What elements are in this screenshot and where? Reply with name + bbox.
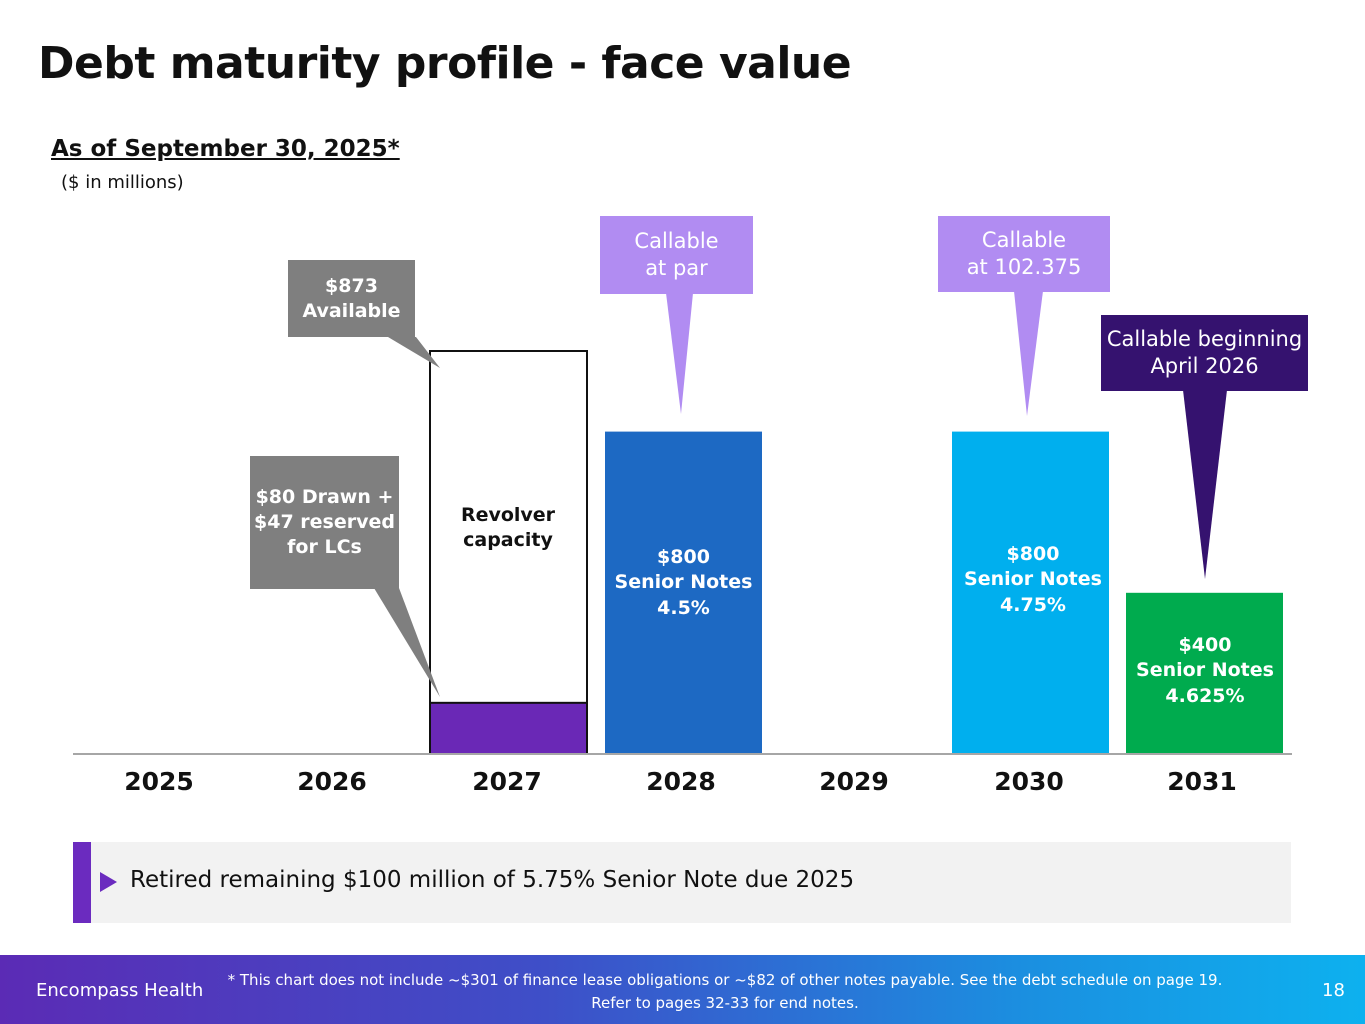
callout-callable-2030-line2: at 102.375 (966, 255, 1082, 279)
debt-maturity-chart: 2025 2026 2027 2028 2029 2030 2031 (73, 291, 1292, 796)
x-tick-label-2031: 2031 (1167, 767, 1237, 796)
bar-2031-series-4 (1126, 592, 1283, 754)
callout-callable-2031-pointer (1183, 390, 1227, 579)
callout-available-label: Available (302, 299, 401, 322)
footnote: * This chart does not include ~$301 of f… (210, 969, 1240, 1016)
callout-callable-2028-pointer (666, 293, 693, 414)
callout-drawn-line1: $80 Drawn + (255, 486, 394, 509)
company-name: Encompass Health (36, 980, 204, 1001)
takeaway-box: Retired remaining $100 million of 5.75% … (73, 842, 1291, 923)
callout-available-amount: $873 (325, 274, 378, 297)
play-arrow-icon (100, 872, 117, 892)
takeaway-text: Retired remaining $100 million of 5.75% … (130, 867, 855, 893)
callout-drawn: $80 Drawn + $47 reserved for LCs (250, 456, 399, 589)
bar-label-2028-type: Senior Notes (614, 571, 753, 594)
bar-label-2030-type: Senior Notes (964, 568, 1102, 591)
callout-callable-2028: Callable at par (600, 216, 753, 294)
bar-label-2031: $400 Senior Notes 4.625% (1126, 633, 1284, 709)
callout-callable-2031-line2: April 2026 (1150, 354, 1259, 378)
bar-label-2030-rate: 4.75% (1000, 593, 1066, 616)
bar-label-2031-rate: 4.625% (1165, 684, 1245, 707)
bar-2028-series-2 (605, 431, 762, 754)
callout-drawn-pointer (374, 588, 440, 697)
callout-callable-2030-pointer (1014, 291, 1043, 416)
x-tick-label-2029: 2029 (819, 767, 889, 796)
x-tick-label-2030: 2030 (994, 767, 1064, 796)
footer-bar: Encompass Health * This chart does not i… (0, 955, 1365, 1024)
bar-label-2030-amount: $800 (1006, 543, 1060, 565)
bar-2027-series-0 (430, 702, 587, 754)
page-title: Debt maturity profile - face value (38, 38, 852, 89)
revolver-label-line2: capacity (463, 529, 553, 552)
callout-callable-2031-line1: Callable beginning (1106, 326, 1303, 351)
bar-label-2028: $800 Senior Notes 4.5% (605, 545, 762, 621)
footnote-line2: Refer to pages 32-33 for end notes. (591, 994, 859, 1013)
units-note: ($ in millions) (61, 172, 184, 193)
callout-callable-2031: Callable beginning April 2026 (1101, 315, 1308, 391)
x-tick-label-2025: 2025 (124, 767, 194, 796)
bar-label-2031-type: Senior Notes (1136, 659, 1274, 682)
bar-label-2028-rate: 4.5% (657, 596, 710, 619)
as-of-date-heading: As of September 30, 2025* (51, 136, 400, 162)
x-tick-label-2028: 2028 (646, 767, 716, 796)
bar-2030-series-3 (952, 431, 1109, 754)
x-tick-label-2026: 2026 (297, 767, 367, 796)
takeaway-accent-bar (73, 842, 91, 923)
callout-drawn-line2: $47 reserved (254, 511, 395, 534)
bar-label-2028-amount: $800 (657, 546, 710, 568)
page-number: 18 (1322, 980, 1345, 1001)
callout-callable-2030: Callable at 102.375 (938, 216, 1110, 292)
bar-label-2031-amount: $400 (1178, 634, 1232, 656)
callout-callable-2028-line1: Callable (634, 228, 719, 253)
callout-available: $873 Available (288, 260, 415, 337)
bar-label-2030: $800 Senior Notes 4.75% (952, 542, 1114, 618)
callout-drawn-line3: for LCs (287, 535, 362, 558)
callout-callable-2028-line2: at par (645, 256, 708, 280)
revolver-capacity-label: Revolver capacity (430, 503, 586, 554)
revolver-label-line1: Revolver (460, 504, 556, 526)
footnote-line1: * This chart does not include ~$301 of f… (227, 971, 1223, 989)
callout-callable-2030-line1: Callable (981, 227, 1067, 252)
callout-available-pointer (388, 337, 440, 368)
x-tick-label-2027: 2027 (472, 767, 542, 796)
